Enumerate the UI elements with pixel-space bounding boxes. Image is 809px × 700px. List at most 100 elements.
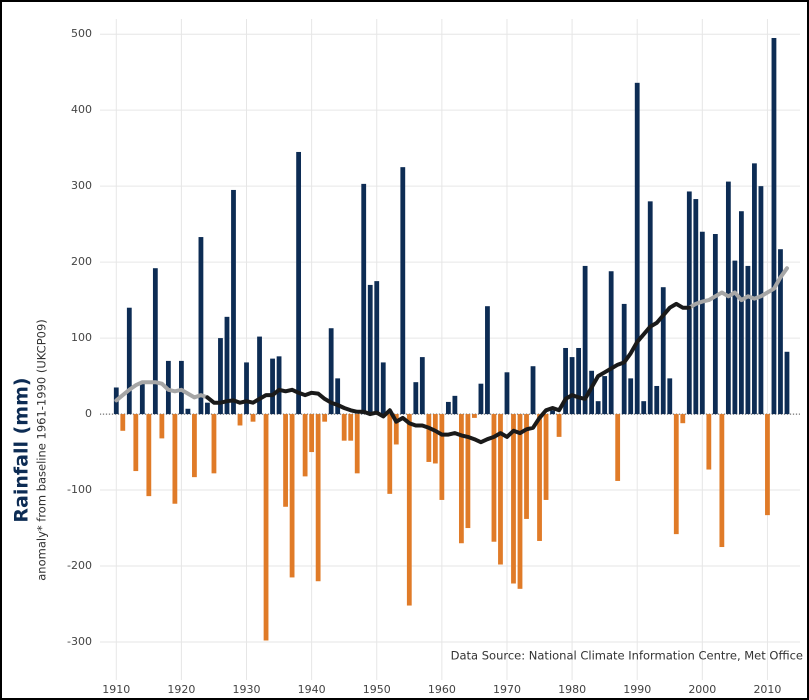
bar — [550, 410, 555, 415]
x-tick-label: 1970 — [493, 683, 521, 696]
bar — [563, 347, 568, 415]
trend-line — [114, 266, 789, 403]
bar — [361, 183, 367, 415]
bar — [537, 414, 542, 541]
bar — [595, 401, 601, 415]
bar — [778, 249, 783, 415]
bar — [126, 307, 132, 415]
bar — [485, 306, 490, 415]
bar — [771, 37, 777, 415]
bar — [341, 414, 347, 441]
bar — [283, 414, 288, 507]
x-tick-label: 1920 — [167, 683, 195, 696]
bar — [419, 357, 425, 415]
y-tick-label: 0 — [85, 407, 92, 420]
bar — [387, 414, 393, 494]
bar — [706, 414, 712, 470]
bar — [582, 265, 588, 415]
bar — [413, 382, 419, 415]
x-tick-label: 1940 — [298, 683, 326, 696]
bar — [211, 414, 217, 474]
bar — [680, 414, 686, 424]
bar — [198, 237, 204, 415]
bar — [458, 414, 464, 544]
x-tick-label: 1990 — [623, 683, 651, 696]
bar — [589, 370, 595, 415]
y-tick-label: -100 — [67, 483, 92, 496]
bar — [244, 362, 249, 415]
trend-line — [205, 301, 692, 445]
bar — [569, 357, 575, 415]
bar — [159, 414, 165, 439]
bar — [524, 414, 529, 519]
y-tick-label: 500 — [71, 27, 92, 40]
bar — [178, 360, 184, 415]
bar — [752, 163, 757, 415]
bar — [758, 186, 764, 415]
bar — [192, 414, 197, 478]
bar — [615, 414, 621, 481]
bar — [745, 265, 751, 415]
bar — [654, 385, 660, 415]
bar — [374, 281, 380, 415]
y-tick-label: 200 — [71, 255, 92, 268]
bar — [641, 401, 647, 415]
bar — [498, 414, 503, 565]
bar — [647, 201, 653, 415]
bar — [439, 414, 445, 500]
bar — [257, 336, 262, 415]
bar — [732, 260, 738, 415]
bar — [133, 414, 139, 472]
bar — [289, 414, 295, 578]
bar — [517, 414, 523, 589]
bar — [400, 167, 406, 415]
bar — [608, 271, 614, 415]
x-tick-label: 2000 — [688, 683, 716, 696]
bar — [452, 395, 458, 415]
bar — [660, 287, 666, 415]
y-tick-label: 100 — [71, 331, 92, 344]
bar — [511, 414, 516, 584]
bar — [712, 234, 718, 415]
bar — [270, 358, 275, 415]
bar — [139, 383, 145, 415]
bar — [205, 402, 210, 415]
bar — [172, 414, 178, 504]
bar — [465, 414, 471, 529]
x-tick-label: 1960 — [428, 683, 456, 696]
y-axis-subtitle: anomaly* from baseline 1961-1990 (UKCP09… — [35, 319, 49, 581]
bar — [354, 414, 360, 474]
bar — [556, 414, 562, 437]
x-tick-label: 1980 — [558, 683, 586, 696]
bar — [152, 268, 158, 415]
x-tick-label: 1950 — [363, 683, 391, 696]
bar — [738, 211, 744, 415]
source-note: Data Source: National Climate Informatio… — [451, 649, 803, 663]
bar — [504, 372, 510, 415]
bar — [719, 414, 725, 548]
y-axis-title: Rainfall (mm) — [11, 377, 33, 522]
bar — [237, 414, 243, 426]
x-tick-label: 2010 — [753, 683, 781, 696]
bar — [218, 338, 223, 415]
bar — [309, 414, 315, 453]
bar — [634, 82, 640, 415]
bar — [315, 414, 321, 582]
bar — [393, 414, 399, 445]
bar — [250, 414, 256, 422]
bar — [530, 366, 536, 415]
bar — [302, 414, 308, 477]
bar — [296, 151, 302, 415]
bar — [491, 414, 497, 542]
bar — [686, 191, 692, 415]
bar — [628, 378, 634, 415]
x-tick-label: 1930 — [233, 683, 261, 696]
x-tick-label: 1910 — [102, 683, 130, 696]
bar — [224, 316, 230, 415]
bar — [693, 199, 699, 415]
bar — [348, 414, 354, 441]
bar — [765, 414, 770, 516]
bar — [445, 401, 451, 415]
